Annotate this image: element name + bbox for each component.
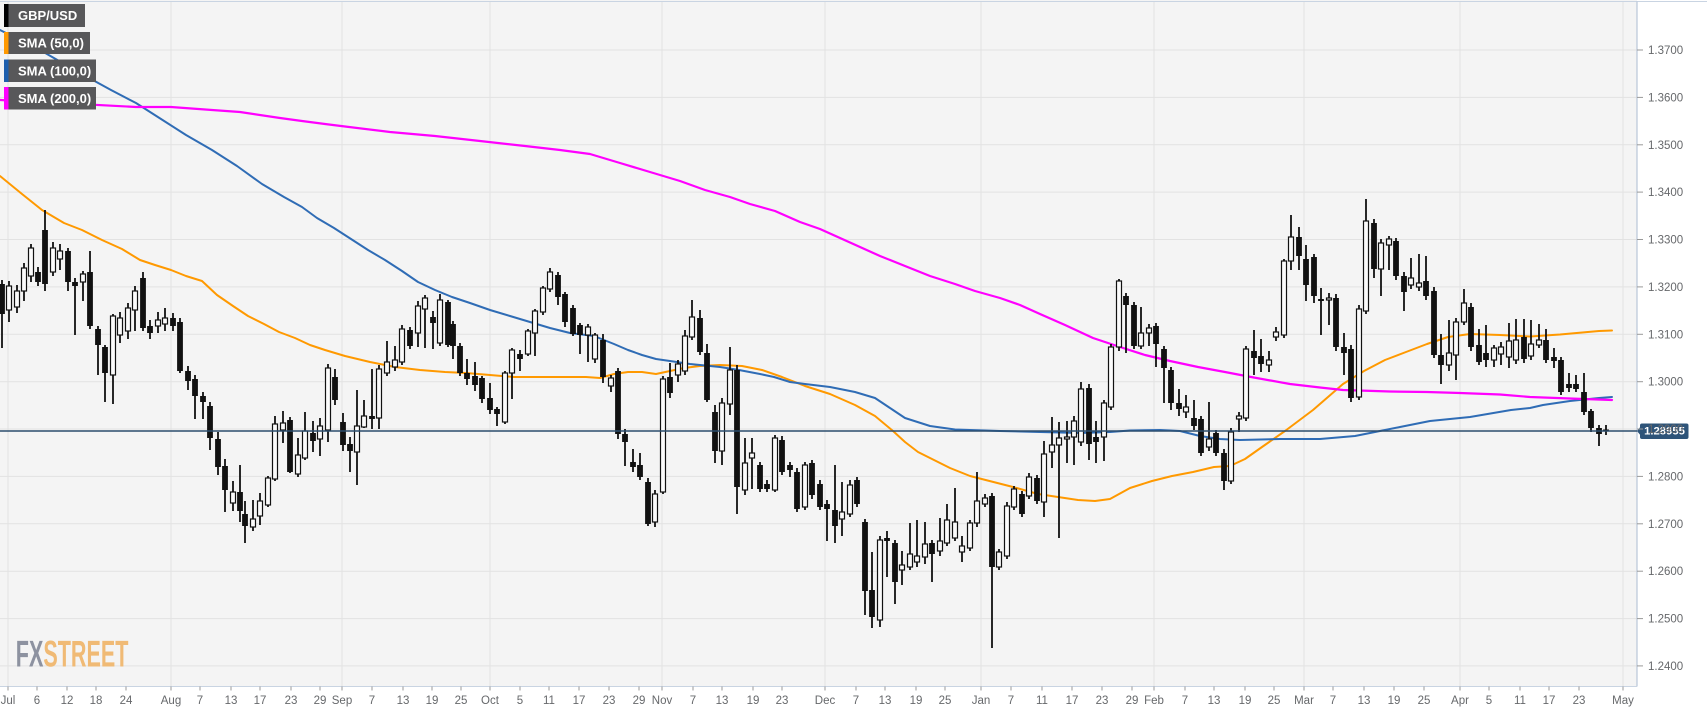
svg-text:SMA (200,0): SMA (200,0) <box>18 91 91 106</box>
svg-text:13: 13 <box>397 695 410 707</box>
svg-text:5: 5 <box>517 695 523 707</box>
svg-text:1.3200: 1.3200 <box>1648 282 1683 294</box>
svg-text:24: 24 <box>120 695 133 707</box>
svg-text:SMA (50,0): SMA (50,0) <box>18 36 84 51</box>
svg-text:1.3700: 1.3700 <box>1648 45 1683 57</box>
svg-text:1.2500: 1.2500 <box>1648 614 1683 626</box>
svg-text:23: 23 <box>1096 695 1109 707</box>
svg-text:13: 13 <box>1358 695 1371 707</box>
svg-text:17: 17 <box>1066 695 1079 707</box>
svg-text:29: 29 <box>1126 695 1139 707</box>
svg-text:29: 29 <box>314 695 327 707</box>
svg-text:Mar: Mar <box>1294 695 1314 707</box>
svg-text:25: 25 <box>1268 695 1281 707</box>
svg-text:13: 13 <box>716 695 729 707</box>
svg-text:Oct: Oct <box>481 695 500 707</box>
svg-text:1.3400: 1.3400 <box>1648 187 1683 199</box>
svg-text:1.3300: 1.3300 <box>1648 235 1683 247</box>
svg-text:29: 29 <box>633 695 646 707</box>
svg-text:Feb: Feb <box>1144 695 1164 707</box>
svg-text:17: 17 <box>573 695 586 707</box>
svg-text:Sep: Sep <box>332 695 352 707</box>
svg-text:Jan: Jan <box>972 695 991 707</box>
svg-text:13: 13 <box>225 695 238 707</box>
svg-text:1.2900: 1.2900 <box>1648 424 1683 436</box>
svg-text:19: 19 <box>426 695 439 707</box>
svg-text:Dec: Dec <box>815 695 836 707</box>
svg-text:23: 23 <box>1573 695 1586 707</box>
svg-text:19: 19 <box>747 695 760 707</box>
svg-text:11: 11 <box>1036 695 1048 707</box>
svg-text:13: 13 <box>879 695 892 707</box>
svg-text:May: May <box>1612 695 1634 707</box>
svg-text:23: 23 <box>776 695 789 707</box>
svg-text:1.3000: 1.3000 <box>1648 377 1683 389</box>
svg-text:7: 7 <box>1008 695 1014 707</box>
svg-text:7: 7 <box>197 695 203 707</box>
svg-text:Apr: Apr <box>1451 695 1469 707</box>
svg-text:Nov: Nov <box>652 695 673 707</box>
svg-text:1.28955: 1.28955 <box>1644 426 1685 438</box>
svg-text:7: 7 <box>1182 695 1188 707</box>
svg-text:1.3500: 1.3500 <box>1648 140 1683 152</box>
svg-text:5: 5 <box>1486 695 1492 707</box>
svg-text:SMA (100,0): SMA (100,0) <box>18 63 91 78</box>
svg-text:GBP/USD: GBP/USD <box>18 8 77 23</box>
svg-text:1.2700: 1.2700 <box>1648 519 1683 531</box>
svg-text:11: 11 <box>543 695 555 707</box>
svg-text:1.3100: 1.3100 <box>1648 329 1683 341</box>
svg-text:17: 17 <box>1543 695 1556 707</box>
svg-text:17: 17 <box>254 695 267 707</box>
svg-text:25: 25 <box>939 695 952 707</box>
svg-text:1.2600: 1.2600 <box>1648 566 1683 578</box>
svg-text:23: 23 <box>603 695 616 707</box>
svg-text:Aug: Aug <box>161 695 181 707</box>
svg-text:Jul: Jul <box>1 695 16 707</box>
svg-text:18: 18 <box>90 695 103 707</box>
svg-text:7: 7 <box>690 695 696 707</box>
svg-text:19: 19 <box>1388 695 1401 707</box>
svg-text:1.3600: 1.3600 <box>1648 92 1683 104</box>
svg-text:1.2400: 1.2400 <box>1648 661 1683 673</box>
svg-text:19: 19 <box>1239 695 1252 707</box>
svg-text:25: 25 <box>455 695 468 707</box>
svg-text:13: 13 <box>1208 695 1221 707</box>
svg-text:7: 7 <box>1330 695 1336 707</box>
svg-text:FXSTREET: FXSTREET <box>16 633 129 675</box>
svg-text:25: 25 <box>1418 695 1431 707</box>
svg-text:6: 6 <box>34 695 40 707</box>
svg-text:11: 11 <box>1514 695 1526 707</box>
svg-text:7: 7 <box>853 695 859 707</box>
svg-text:12: 12 <box>61 695 74 707</box>
svg-text:1.2800: 1.2800 <box>1648 471 1683 483</box>
svg-text:7: 7 <box>369 695 375 707</box>
svg-text:23: 23 <box>285 695 298 707</box>
svg-text:19: 19 <box>910 695 923 707</box>
